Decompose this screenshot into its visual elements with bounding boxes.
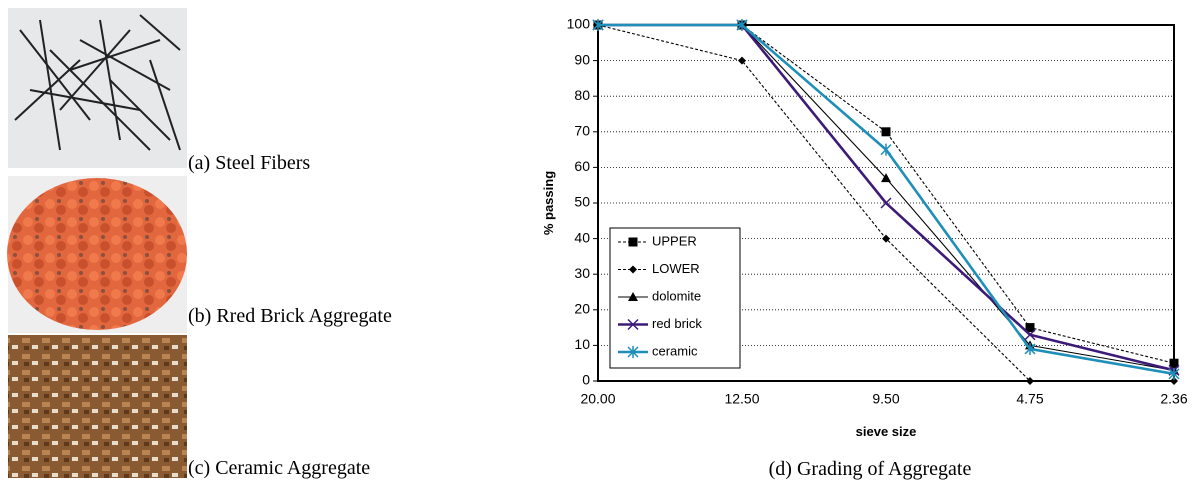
legend-label: ceramic xyxy=(652,343,698,358)
y-tick-label: 40 xyxy=(574,229,590,245)
x-axis-title: sieve size xyxy=(856,424,917,439)
marker xyxy=(1024,329,1036,341)
legend-marker xyxy=(629,265,637,274)
y-tick-label: 30 xyxy=(574,265,590,281)
y-tick-label: 100 xyxy=(567,16,591,32)
caption: (b) Rred Brick Aggregate xyxy=(188,305,392,327)
x-tick-label: 4.75 xyxy=(1016,391,1043,407)
x-tick-label: 20.00 xyxy=(580,391,615,407)
legend-marker xyxy=(628,292,638,301)
y-tick-label: 60 xyxy=(574,158,590,174)
y-tick-label: 70 xyxy=(574,123,590,139)
y-tick-label: 20 xyxy=(574,301,590,317)
y-tick-label: 10 xyxy=(574,336,590,352)
y-tick-label: 90 xyxy=(574,51,590,67)
marker xyxy=(1024,342,1036,355)
x-tick-label: 2.36 xyxy=(1160,391,1187,407)
legend-label: UPPER xyxy=(652,233,697,248)
marker xyxy=(1025,323,1035,333)
marker xyxy=(880,143,892,156)
legend-label: red brick xyxy=(652,316,702,331)
photo-red-brick xyxy=(7,176,187,333)
marker xyxy=(1169,358,1179,368)
marker xyxy=(1026,377,1034,385)
y-tick-label: 0 xyxy=(582,372,590,388)
marker xyxy=(738,56,746,65)
caption: (a) Steel Fibers xyxy=(188,152,310,174)
legend-marker xyxy=(627,318,639,331)
x-tick-label: 9.50 xyxy=(872,391,899,407)
y-tick-label: 80 xyxy=(574,87,590,103)
plot-border xyxy=(597,24,1175,382)
marker xyxy=(881,173,891,183)
marker xyxy=(736,19,748,31)
photo-steel-fibers xyxy=(8,8,187,168)
x-tick-label: 12.50 xyxy=(724,391,759,407)
marker xyxy=(1168,367,1180,380)
legend-label: dolomite xyxy=(652,288,701,303)
caption: (c) Ceramic Aggregate xyxy=(188,457,370,479)
caption: (d) Grading of Aggregate xyxy=(769,458,972,480)
marker xyxy=(882,234,890,243)
legend-marker xyxy=(627,346,639,358)
marker xyxy=(881,127,891,137)
marker xyxy=(1170,377,1178,385)
photo-ceramic xyxy=(8,335,187,478)
marker xyxy=(880,197,892,209)
y-tick-label: 50 xyxy=(574,194,590,210)
y-axis-title: % passing xyxy=(541,171,556,235)
legend-label: LOWER xyxy=(652,261,700,276)
series xyxy=(592,19,1180,380)
marker xyxy=(592,19,604,31)
legend-marker xyxy=(628,237,638,247)
